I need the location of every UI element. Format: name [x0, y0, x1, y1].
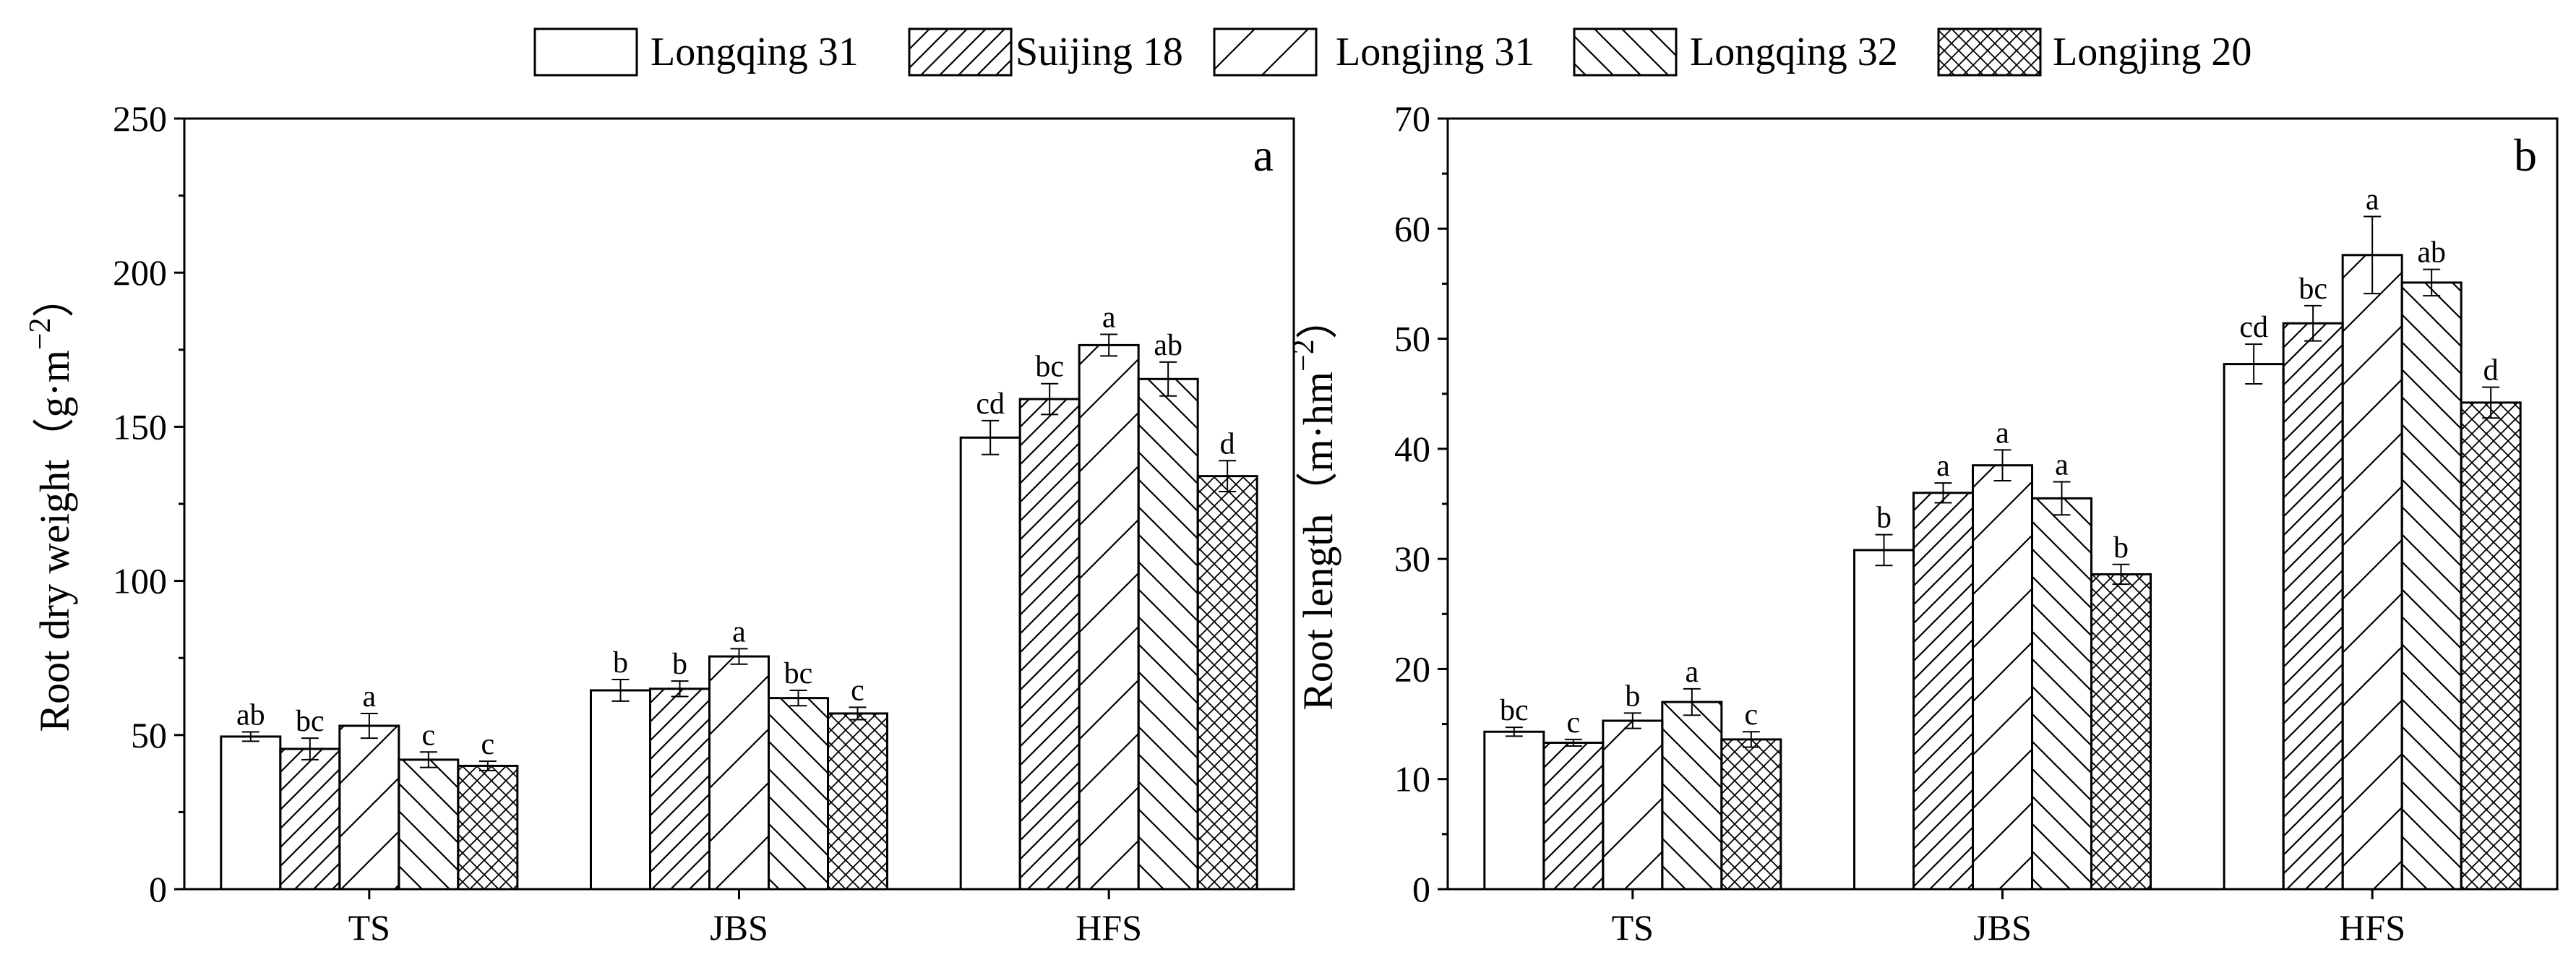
- bar-jbs-series-2: [1912, 492, 1974, 891]
- y-tick-label: 50: [1394, 319, 1430, 359]
- legend-label-5: Longjing 20: [2053, 30, 2251, 74]
- legend-swatch-4: [1573, 27, 1678, 77]
- significance-label: bc: [2298, 273, 2327, 306]
- bar-jbs-series-4: [2031, 497, 2092, 891]
- bar-hfs-series-1: [2223, 363, 2285, 891]
- significance-label: d: [2483, 354, 2499, 387]
- significance-label: bc: [296, 705, 325, 738]
- significance-label: a: [1936, 450, 1950, 483]
- legend: Longqing 31 Suijing 18 Longjing 31 Longqing…: [533, 27, 2251, 77]
- y-tick-label: 60: [1394, 208, 1430, 249]
- significance-label: b: [1625, 680, 1640, 713]
- bar-hfs-series-2: [2282, 322, 2344, 891]
- legend-label-1: Longqing 31: [651, 30, 859, 74]
- significance-label: ab: [1154, 329, 1182, 362]
- x-category-label: TS: [1612, 907, 1654, 948]
- panel-letter: a: [1253, 129, 1274, 181]
- significance-label: a: [1102, 301, 1116, 334]
- bar-ts-series-2: [1542, 741, 1605, 891]
- significance-label: c: [1745, 698, 1759, 732]
- panel-letter: b: [2514, 129, 2537, 181]
- legend-swatch-1: [533, 27, 638, 77]
- significance-label: ab: [2417, 236, 2446, 270]
- bar-ts-series-5: [457, 764, 519, 891]
- significance-label: c: [851, 674, 864, 707]
- x-category-label: JBS: [710, 907, 768, 948]
- bar-ts-series-1: [220, 735, 282, 891]
- bar-ts-series-4: [398, 758, 460, 891]
- significance-label: c: [1567, 706, 1581, 740]
- legend-label-3: Longjing 31: [1336, 30, 1534, 74]
- bar-hfs-series-5: [2460, 401, 2522, 891]
- bar-ts-series-5: [1720, 738, 1782, 891]
- y-tick-label: 70: [1394, 98, 1430, 139]
- y-tick-label: 0: [149, 869, 167, 909]
- y-tick-label: 200: [113, 252, 167, 293]
- significance-label: a: [2055, 449, 2069, 482]
- bar-hfs-series-4: [1137, 377, 1199, 891]
- bar-ts-series-3: [1602, 719, 1664, 891]
- significance-label: a: [1686, 656, 1699, 689]
- significance-label: a: [363, 680, 377, 713]
- legend-label-4: Longqing 32: [1690, 30, 1898, 74]
- bar-jbs-series-5: [827, 712, 888, 891]
- significance-label: d: [1220, 427, 1235, 460]
- significance-label: bc: [784, 657, 813, 690]
- significance-label: ab: [236, 699, 265, 732]
- bar-hfs-series-1: [959, 436, 1021, 891]
- y-tick-label: 20: [1394, 648, 1430, 689]
- bar-hfs-series-3: [1078, 343, 1140, 891]
- significance-label: a: [732, 615, 746, 648]
- y-tick-label: 50: [131, 715, 167, 755]
- bar-ts-series-3: [338, 724, 400, 891]
- significance-label: c: [422, 719, 436, 752]
- y-tick-label: 250: [113, 98, 167, 139]
- x-category-label: JBS: [1973, 907, 2032, 948]
- significance-label: b: [2113, 531, 2129, 565]
- bar-jbs-series-2: [649, 687, 710, 891]
- significance-label: cd: [2239, 311, 2268, 344]
- bar-jbs-series-1: [590, 689, 651, 891]
- legend-swatch-3: [1213, 27, 1318, 77]
- y-tick-label: 10: [1394, 759, 1430, 800]
- significance-label: bc: [1500, 694, 1529, 727]
- legend-label-2: Suijing 18: [1016, 30, 1183, 74]
- significance-label: b: [1876, 502, 1892, 535]
- legend-swatch-5: [1937, 27, 2042, 77]
- significance-label: cd: [976, 387, 1005, 421]
- x-category-label: HFS: [1076, 907, 1142, 948]
- bar-hfs-series-3: [2341, 254, 2403, 891]
- bar-ts-series-2: [279, 747, 341, 891]
- x-category-label: HFS: [2339, 907, 2405, 948]
- bar-ts-series-1: [1483, 730, 1545, 891]
- y-tick-label: 100: [113, 561, 167, 601]
- y-axis-title: Root dry weight（g·m−2）: [24, 275, 78, 732]
- significance-label: a: [2366, 184, 2379, 217]
- bar-jbs-series-1: [1853, 549, 1915, 891]
- y-tick-label: 0: [1412, 869, 1430, 909]
- bar-ts-series-4: [1661, 700, 1723, 891]
- significance-label: bc: [1035, 351, 1064, 384]
- y-axis-title: Root length（m·hm−2）: [1287, 297, 1341, 711]
- y-tick-label: 40: [1394, 429, 1430, 469]
- significance-label: b: [672, 648, 687, 681]
- bar-jbs-series-5: [2090, 573, 2152, 891]
- panel-a: 0 50 100 150 200 250 Root dry weight（g·m−2） a TS…: [24, 98, 1295, 948]
- significance-label: a: [1996, 416, 2009, 450]
- bar-jbs-series-3: [708, 655, 770, 891]
- significance-label: b: [613, 646, 628, 680]
- bar-jbs-series-4: [768, 697, 829, 891]
- y-tick-label: 150: [113, 406, 167, 447]
- y-tick-label: 30: [1394, 539, 1430, 579]
- bar-hfs-series-4: [2400, 281, 2463, 891]
- x-category-label: TS: [348, 907, 390, 948]
- bar-jbs-series-3: [1972, 464, 2033, 891]
- bar-hfs-series-5: [1196, 475, 1258, 891]
- significance-label: c: [481, 728, 495, 761]
- legend-swatch-2: [908, 27, 1013, 77]
- bar-hfs-series-2: [1018, 398, 1081, 891]
